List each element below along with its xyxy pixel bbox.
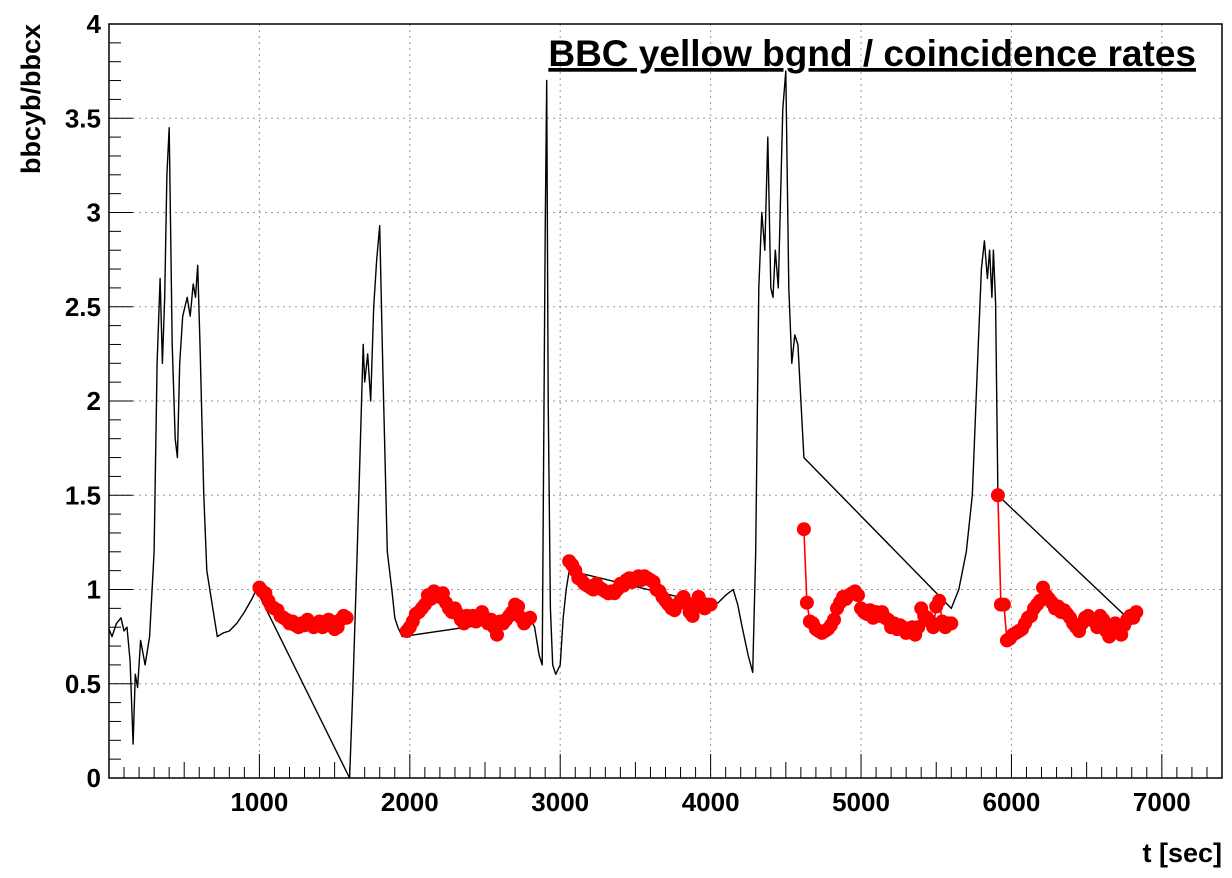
data-point xyxy=(827,612,841,627)
data-point xyxy=(703,597,718,612)
data-point xyxy=(339,610,354,625)
data-point xyxy=(490,627,504,642)
data-point xyxy=(851,588,865,603)
data-point xyxy=(799,595,814,610)
x-tick-label: 3000 xyxy=(531,787,589,817)
data-point xyxy=(511,599,526,614)
y-tick-label: 3 xyxy=(87,198,101,228)
y-tick-label: 1.5 xyxy=(65,480,101,510)
y-tick-label: 1 xyxy=(87,575,101,605)
data-point xyxy=(1129,605,1144,620)
data-point xyxy=(944,616,959,631)
x-tick-label: 6000 xyxy=(983,787,1041,817)
x-tick-label: 1000 xyxy=(230,787,288,817)
data-point xyxy=(911,620,926,635)
chart-title: BBC yellow bgnd / coincidence rates xyxy=(548,33,1196,74)
y-tick-label: 0.5 xyxy=(65,669,101,699)
data-point xyxy=(996,597,1011,612)
x-axis-title: t [sec] xyxy=(1142,838,1222,868)
data-point xyxy=(796,522,811,537)
x-tick-label: 5000 xyxy=(832,787,890,817)
y-tick-label: 2.5 xyxy=(65,292,101,322)
series-layer xyxy=(108,70,1144,779)
y-tick-label: 4 xyxy=(87,9,102,39)
x-tick-label: 4000 xyxy=(682,787,740,817)
y-tick-label: 3.5 xyxy=(65,103,101,133)
y-axis-title: bbcyb/bbcx xyxy=(16,24,46,174)
y-tick-label: 2 xyxy=(87,386,101,416)
y-tick-label: 0 xyxy=(87,763,101,793)
tick-labels: 1000 2000 3000 4000 5000 6000 7000 0 0.5 1 1.5 2 2.5… xyxy=(65,9,1191,817)
x-tick-label: 7000 xyxy=(1133,787,1191,817)
data-point xyxy=(932,593,947,608)
x-tick-label: 2000 xyxy=(381,787,439,817)
data-point xyxy=(523,610,538,625)
series-line xyxy=(108,70,1137,779)
data-point xyxy=(990,488,1005,503)
axis-ticks xyxy=(109,42,1208,778)
